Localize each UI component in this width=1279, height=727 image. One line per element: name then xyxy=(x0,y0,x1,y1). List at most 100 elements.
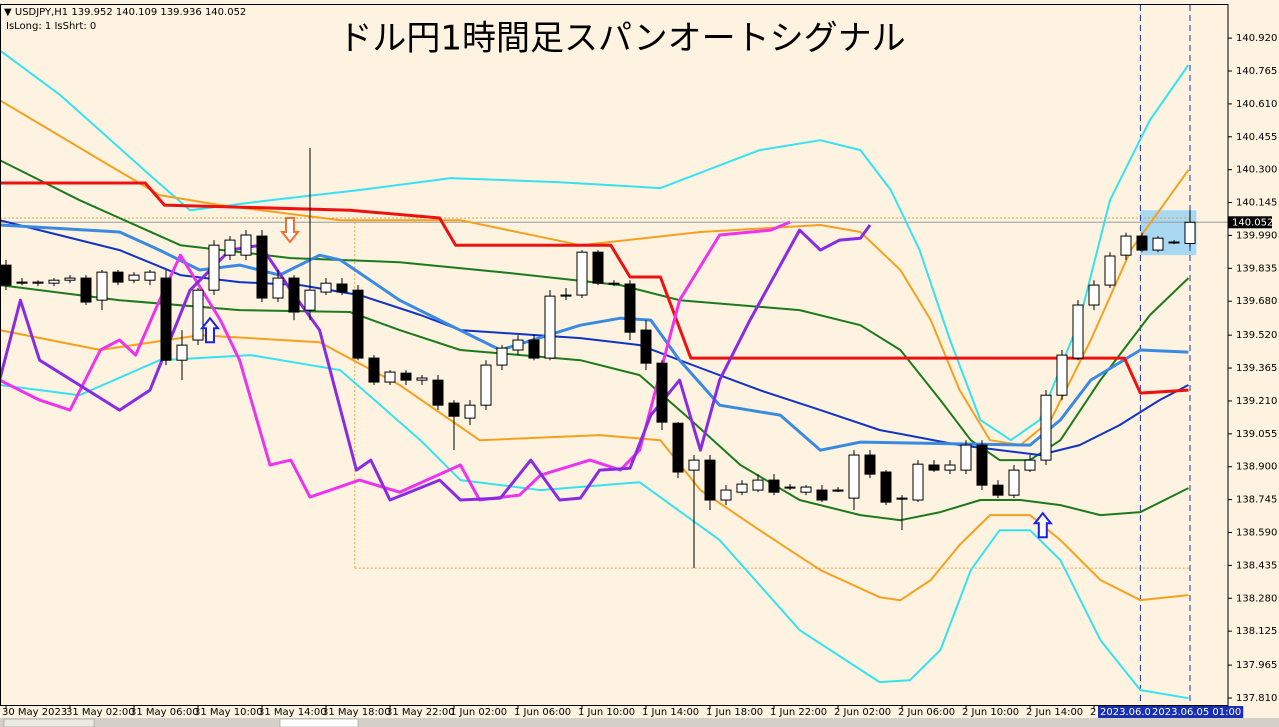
period-label-bg xyxy=(1150,706,1244,718)
candle xyxy=(832,487,844,493)
candle-body xyxy=(480,364,492,406)
candle xyxy=(544,290,556,361)
candle-body xyxy=(128,274,140,281)
y-tick-label: 139.680 xyxy=(1236,296,1277,307)
candle xyxy=(944,460,956,475)
candle-body xyxy=(992,484,1004,496)
y-tick-label: 139.835 xyxy=(1236,263,1277,274)
current-price-label: 140.052 xyxy=(1232,217,1273,228)
candle-body xyxy=(624,283,636,333)
candle-body xyxy=(288,277,300,313)
candle-body xyxy=(240,234,252,256)
candle xyxy=(656,360,668,431)
candle xyxy=(240,230,252,261)
candle-body xyxy=(1136,235,1148,251)
candle-body xyxy=(896,497,908,500)
candle xyxy=(48,278,60,287)
candle-body xyxy=(832,489,844,492)
signal-arrow xyxy=(1032,511,1053,539)
candle-body xyxy=(0,264,12,286)
candle xyxy=(352,285,364,361)
candle-body xyxy=(416,377,428,381)
candle-body xyxy=(944,464,956,471)
candle xyxy=(368,355,380,386)
tab[interactable] xyxy=(279,718,359,727)
candle-body xyxy=(848,454,860,499)
candle xyxy=(416,375,428,386)
candle xyxy=(112,270,124,286)
indicator-line xyxy=(0,223,1189,452)
x-tick-label: 30 May 2023 xyxy=(2,707,67,718)
y-tick-label: 138.125 xyxy=(1236,626,1277,637)
candle-body xyxy=(352,289,364,359)
candle-body xyxy=(704,459,716,501)
candle-body xyxy=(512,339,524,351)
candle-body xyxy=(384,371,396,383)
candle-body xyxy=(320,282,332,293)
candle xyxy=(1120,232,1132,261)
candle xyxy=(1184,210,1196,247)
candle xyxy=(304,148,316,321)
candle-body xyxy=(1088,284,1100,306)
candle-body xyxy=(736,483,748,493)
x-tick-label: 1 Jun 02:00 xyxy=(450,707,507,718)
candle-body xyxy=(976,444,988,486)
candle-body xyxy=(224,239,236,256)
candle xyxy=(720,485,732,506)
candle-body xyxy=(464,404,476,419)
y-tick-label: 140.300 xyxy=(1236,165,1277,176)
candle xyxy=(320,278,332,296)
candle-body xyxy=(1008,469,1020,496)
y-tick-label: 139.520 xyxy=(1236,330,1277,341)
candle-body xyxy=(48,279,60,284)
candle xyxy=(336,278,348,296)
candle xyxy=(272,270,284,303)
y-tick-label: 139.990 xyxy=(1236,230,1277,241)
candle-body xyxy=(560,294,572,297)
candle-body xyxy=(816,489,828,501)
candle xyxy=(400,370,412,386)
candle-body xyxy=(176,344,188,361)
tab-bar xyxy=(0,718,1279,727)
x-tick-label: 31 May 02:00 xyxy=(66,707,135,718)
candle-body xyxy=(864,454,876,475)
period-label: 2023.06.0 xyxy=(1098,706,1153,718)
candle-body xyxy=(928,464,940,471)
x-tick-label: 31 May 14:00 xyxy=(258,707,327,718)
candle xyxy=(1056,350,1068,401)
candle-body xyxy=(400,372,412,381)
candle xyxy=(976,440,988,491)
y-tick-label: 138.280 xyxy=(1236,593,1277,604)
candle-body xyxy=(432,379,444,406)
chart-title: ドル円1時間足スパンオートシグナル xyxy=(338,19,905,59)
candle xyxy=(704,455,716,511)
candle-body xyxy=(16,281,28,284)
candle-body xyxy=(1040,394,1052,461)
candle-body xyxy=(768,479,780,493)
candle xyxy=(288,275,300,321)
candle xyxy=(32,280,44,287)
candle-body xyxy=(960,444,972,471)
tab[interactable] xyxy=(3,718,95,727)
x-tick-label: 31 May 10:00 xyxy=(194,707,263,718)
candle-body xyxy=(272,277,284,299)
candle-body xyxy=(368,357,380,383)
candle xyxy=(992,480,1004,499)
candle-body xyxy=(1120,235,1132,256)
y-tick-label: 138.590 xyxy=(1236,527,1277,538)
candle xyxy=(560,288,572,301)
candle-body xyxy=(544,295,556,359)
y-tick-label: 137.810 xyxy=(1236,693,1277,704)
period-label-text: 2023.06.0 xyxy=(1100,707,1151,718)
candle xyxy=(1088,280,1100,311)
candle-body xyxy=(1184,221,1196,244)
y-tick-label: 140.920 xyxy=(1236,33,1277,44)
candle xyxy=(80,275,92,306)
plot-area xyxy=(0,5,1228,705)
x-tick-label: 1 Jun 10:00 xyxy=(578,707,635,718)
period-label: 2023.06.05 01:00 xyxy=(1150,706,1244,718)
candle xyxy=(128,272,140,284)
candle xyxy=(224,236,236,261)
y-tick-label: 137.965 xyxy=(1236,660,1277,671)
